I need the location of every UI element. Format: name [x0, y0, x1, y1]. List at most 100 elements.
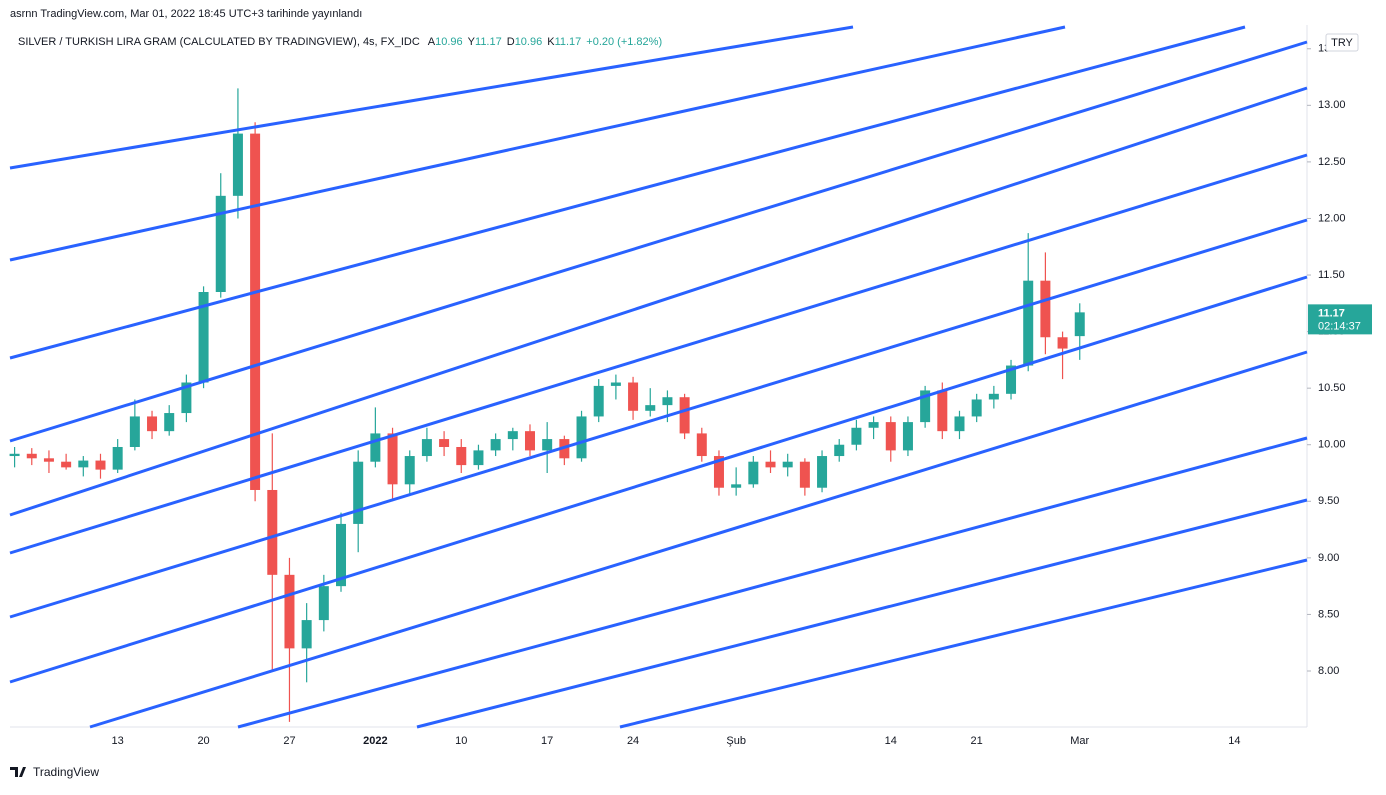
candle-body: [542, 439, 553, 451]
trend-line: [9, 25, 1066, 262]
candle-body: [1023, 280, 1034, 366]
candle-body: [713, 456, 724, 488]
x-tick-label: 17: [541, 735, 553, 747]
trend-line: [9, 40, 1308, 443]
candle-body: [971, 399, 982, 417]
candle-body: [181, 382, 192, 414]
candle-body: [129, 416, 140, 447]
candle-body: [1074, 312, 1085, 337]
countdown: 02:14:37: [1318, 320, 1361, 332]
candle-body: [370, 433, 381, 462]
candle-body: [421, 439, 432, 457]
candle-body: [215, 195, 226, 292]
candle-body: [868, 422, 879, 428]
legend-item: 11.17: [555, 36, 582, 48]
candle-body: [318, 586, 329, 621]
legend-item: A: [428, 36, 436, 48]
legend-item: K: [547, 36, 555, 48]
legend-item: D: [507, 36, 515, 48]
last-price: 11.17: [1318, 307, 1345, 319]
candle-body: [9, 453, 20, 457]
candle-body: [1006, 365, 1017, 394]
trend-line: [9, 25, 854, 170]
candle-body: [696, 433, 707, 457]
x-tick-label: 24: [627, 735, 639, 747]
footer: TradingView: [33, 765, 99, 779]
candle-body: [95, 460, 106, 470]
trend-line: [237, 436, 1308, 729]
candle-body: [456, 446, 467, 466]
last-price-box: [1308, 304, 1372, 335]
candle-body: [336, 523, 347, 587]
candles: [9, 88, 1085, 722]
trend-line: [9, 86, 1308, 517]
candle-body: [954, 416, 965, 432]
trend-line: [619, 558, 1308, 729]
candle-body: [112, 446, 123, 470]
x-tick-label: 14: [1228, 735, 1240, 747]
candle-body: [507, 431, 518, 440]
y-tick-label: 8.50: [1318, 608, 1339, 620]
candle-body: [387, 433, 398, 485]
candle-body: [937, 390, 948, 432]
candle-body: [439, 439, 450, 447]
candle-body: [799, 461, 810, 488]
candle-body: [851, 427, 862, 445]
candle-body: [834, 444, 845, 457]
candle-body: [765, 461, 776, 468]
candle-body: [885, 422, 896, 451]
candle-body: [490, 439, 501, 451]
y-tick-label: 10.50: [1318, 382, 1346, 394]
trend-line: [9, 25, 1246, 360]
x-tick-label: 27: [283, 735, 295, 747]
legend-item: SILVER / TURKISH LIRA GRAM (CALCULATED B…: [18, 36, 420, 48]
legend-item: 10.96: [435, 36, 463, 48]
trend-line: [89, 350, 1308, 729]
candle-body: [679, 397, 690, 434]
candle-body: [1040, 280, 1051, 338]
y-tick-label: 9.50: [1318, 495, 1339, 507]
y-tick-label: 12.50: [1318, 156, 1346, 168]
footer-logo: TradingView: [10, 765, 99, 779]
header: asrnn TradingView.com, Mar 01, 2022 18:4…: [10, 8, 362, 20]
x-tick-label: Mar: [1070, 735, 1089, 747]
y-tick-label: 11.50: [1318, 269, 1345, 281]
y-tick-label: 10.00: [1318, 439, 1346, 451]
candle-body: [782, 461, 793, 468]
currency: TRY: [1331, 37, 1353, 49]
candle-body: [524, 431, 535, 451]
candle-body: [353, 461, 364, 524]
y-tick-label: 12.00: [1318, 212, 1346, 224]
candle-body: [198, 291, 209, 383]
channel-lines: [9, 25, 1308, 729]
x-tick-label: Şub: [726, 735, 746, 747]
candle-body: [232, 133, 243, 196]
x-tick-label: 13: [112, 735, 124, 747]
y-tick-label: 13.00: [1318, 99, 1346, 111]
candle-body: [404, 456, 415, 485]
legend-item: 11.17: [475, 36, 502, 48]
trend-line: [416, 498, 1308, 729]
trend-line: [9, 218, 1308, 619]
x-tick-label: 20: [197, 735, 209, 747]
y-tick-label: 9.00: [1318, 552, 1339, 564]
candle-body: [576, 416, 587, 459]
legend: SILVER / TURKISH LIRA GRAM (CALCULATED B…: [18, 36, 662, 48]
candle-body: [920, 390, 931, 423]
candle-body: [593, 385, 604, 417]
candle-body: [43, 458, 54, 462]
candle-body: [250, 133, 261, 490]
trend-line: [9, 275, 1308, 684]
candle-body: [473, 450, 484, 466]
legend-item: 10.96: [515, 36, 543, 48]
candle-body: [662, 397, 673, 406]
candle-body: [628, 382, 639, 411]
candle-body: [301, 620, 312, 649]
x-tick-label: 2022: [363, 735, 387, 747]
candle-body: [988, 393, 999, 400]
candle-body: [731, 484, 742, 488]
legend-item: +0.20 (+1.82%): [586, 36, 662, 48]
candle-body: [645, 405, 656, 411]
candle-body: [817, 456, 828, 488]
